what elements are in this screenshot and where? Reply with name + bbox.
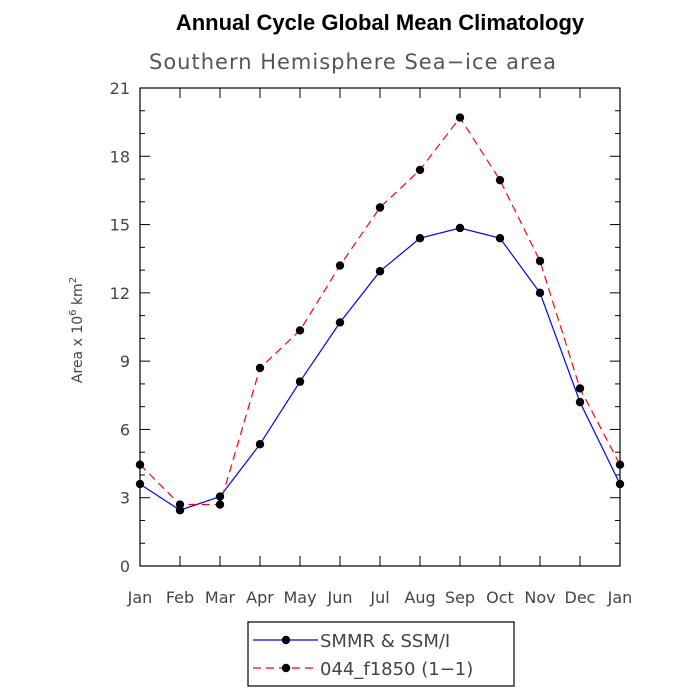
y-axis-label: Area x 106 km2 <box>68 277 86 383</box>
legend-marker-1 <box>281 635 291 645</box>
legend-marker-2 <box>281 663 291 673</box>
series-1-point <box>135 479 145 489</box>
x-tick-label: Aug <box>404 588 435 607</box>
series-2-point <box>535 256 545 266</box>
series-2-point <box>255 363 265 373</box>
x-tick-label: Dec <box>565 588 596 607</box>
x-tick-label: Oct <box>486 588 514 607</box>
y-tick-label: 21 <box>110 79 130 98</box>
series-1-point <box>535 288 545 298</box>
series-2-point <box>375 203 385 212</box>
y-tick-label: 0 <box>120 557 130 576</box>
series-1-point <box>375 267 385 276</box>
legend: SMMR & SSM/I 044_f1850 (1−1) <box>247 621 515 687</box>
series-2-point <box>135 460 145 469</box>
series-1-point <box>255 440 265 449</box>
plot-frame <box>139 87 621 567</box>
x-tick-label: Sep <box>445 588 475 607</box>
x-tick-label: Apr <box>246 588 274 607</box>
y-tick-label: 9 <box>120 352 130 371</box>
series-2-point <box>335 261 345 270</box>
series-2-point <box>615 460 625 469</box>
y-tick-label: 3 <box>120 489 130 508</box>
y-tick-label: 15 <box>110 216 130 235</box>
series-2-point <box>415 165 425 175</box>
series-1-point <box>295 377 305 386</box>
y-tick-label: 6 <box>120 420 130 439</box>
chart-subtitle: Southern Hemisphere Sea−ice area <box>149 50 557 74</box>
series-2-point <box>295 326 305 335</box>
legend-box <box>247 621 515 687</box>
x-tick-label: Jan <box>127 588 153 607</box>
plot-area: 0 3 6 9 12 15 18 21 Jan Feb Mar Apr May Jun Jul Aug Sep O… <box>110 79 633 607</box>
x-tick-label: Jun <box>327 588 353 607</box>
series-1-point <box>415 234 425 243</box>
series-2-point <box>575 384 585 393</box>
chart-title: Annual Cycle Global Mean Climatology <box>176 10 585 35</box>
series-2-point <box>175 500 185 509</box>
y-tick-label: 12 <box>110 284 130 303</box>
series-1-point <box>495 234 505 243</box>
x-tick-label: May <box>283 588 316 607</box>
y-tick-label: 18 <box>110 147 130 166</box>
x-tick-label: Nov <box>524 588 555 607</box>
x-tick-label: Mar <box>205 588 236 607</box>
x-tick-label: Feb <box>166 588 194 607</box>
series-1-point <box>455 223 465 233</box>
series-2-point <box>495 175 505 185</box>
x-tick-label: Jul <box>369 588 389 607</box>
series-2-point <box>215 500 225 509</box>
series-line-2 <box>139 116 621 506</box>
series-1-point <box>335 318 345 327</box>
series-2-point <box>455 113 465 122</box>
series-1-point <box>575 397 585 407</box>
series-1-point <box>615 479 625 489</box>
series-1-point <box>215 492 225 501</box>
x-tick-label: Jan <box>607 588 633 607</box>
legend-label-2: 044_f1850 (1−1) <box>320 659 473 680</box>
legend-label-1: SMMR & SSM/I <box>320 631 450 652</box>
